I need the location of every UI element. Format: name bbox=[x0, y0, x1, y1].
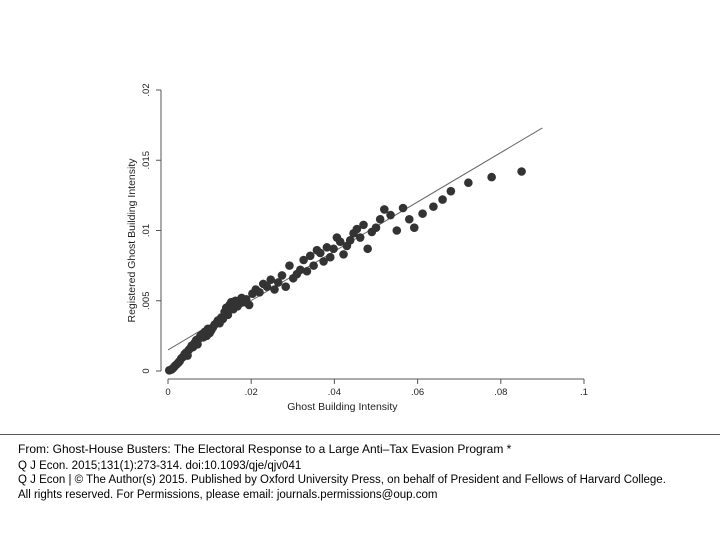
y-axis-title: Registered Ghost Building Intensity bbox=[126, 158, 138, 323]
data-point bbox=[305, 251, 315, 261]
data-point bbox=[438, 195, 447, 204]
data-point bbox=[404, 214, 414, 224]
data-point bbox=[277, 271, 287, 280]
data-point bbox=[371, 223, 381, 232]
data-point bbox=[345, 236, 355, 245]
data-point bbox=[223, 310, 233, 320]
data-point bbox=[446, 186, 456, 196]
plot-area: 0 .005 .01 .015 .02 0 .02 .04 .06 .08 .1 bbox=[141, 83, 588, 398]
data-point bbox=[319, 257, 328, 266]
data-point bbox=[487, 172, 496, 182]
data-point bbox=[329, 244, 338, 254]
data-point bbox=[325, 252, 335, 262]
data-point bbox=[266, 275, 276, 284]
data-point bbox=[335, 237, 345, 247]
x-tick-label: .04 bbox=[328, 387, 341, 398]
caption-title: From: Ghost-House Busters: The Electoral… bbox=[18, 442, 512, 456]
data-point bbox=[359, 220, 368, 230]
caption-rights: All rights reserved. For Permissions, pl… bbox=[18, 488, 438, 501]
data-point bbox=[355, 233, 365, 242]
x-axis-ticks: 0 .02 .04 .06 .08 .1 bbox=[165, 379, 588, 398]
data-point bbox=[464, 178, 473, 188]
y-tick-label: .02 bbox=[141, 83, 152, 96]
data-point bbox=[244, 300, 254, 310]
data-point bbox=[309, 261, 318, 270]
data-point bbox=[375, 214, 385, 224]
data-point bbox=[392, 226, 402, 235]
data-point bbox=[281, 282, 291, 292]
data-point bbox=[398, 203, 408, 213]
x-axis-title: Ghost Building Intensity bbox=[287, 401, 398, 413]
data-point bbox=[255, 288, 264, 297]
data-point bbox=[285, 261, 294, 270]
data-point bbox=[363, 244, 372, 254]
x-tick-label: .06 bbox=[411, 387, 424, 398]
data-point bbox=[270, 285, 279, 294]
data-point bbox=[262, 282, 272, 292]
data-point bbox=[322, 243, 332, 252]
data-point bbox=[339, 250, 348, 259]
data-point bbox=[315, 248, 325, 258]
data-point bbox=[409, 223, 419, 232]
data-point bbox=[273, 278, 283, 287]
x-tick-label: .08 bbox=[494, 387, 507, 398]
data-point bbox=[386, 210, 395, 220]
data-point bbox=[295, 265, 305, 275]
data-point bbox=[302, 266, 312, 276]
data-point bbox=[380, 205, 389, 214]
x-tick-label: 0 bbox=[165, 387, 170, 398]
y-tick-label: 0 bbox=[141, 368, 152, 373]
data-point bbox=[299, 255, 308, 265]
figure-caption: From: Ghost-House Busters: The Electoral… bbox=[0, 434, 720, 540]
x-tick-label: .02 bbox=[245, 387, 258, 398]
data-point bbox=[429, 202, 438, 211]
scatter-chart: 0 .005 .01 .015 .02 0 .02 .04 .06 .08 .1 Ghost Bu… bbox=[126, 83, 588, 413]
data-point bbox=[517, 167, 526, 176]
y-tick-label: .015 bbox=[141, 151, 152, 170]
y-axis-ticks: 0 .005 .01 .015 .02 bbox=[141, 83, 161, 374]
y-tick-label: .005 bbox=[141, 292, 152, 311]
data-point bbox=[352, 224, 362, 234]
caption-citation: Q J Econ. 2015;131(1):273-314. doi:10.10… bbox=[18, 459, 302, 472]
data-points bbox=[164, 167, 526, 375]
caption-copyright: Q J Econ | © The Author(s) 2015. Publish… bbox=[18, 474, 666, 487]
data-point bbox=[418, 209, 427, 218]
x-tick-label: .1 bbox=[580, 387, 588, 398]
y-tick-label: .01 bbox=[141, 224, 152, 237]
